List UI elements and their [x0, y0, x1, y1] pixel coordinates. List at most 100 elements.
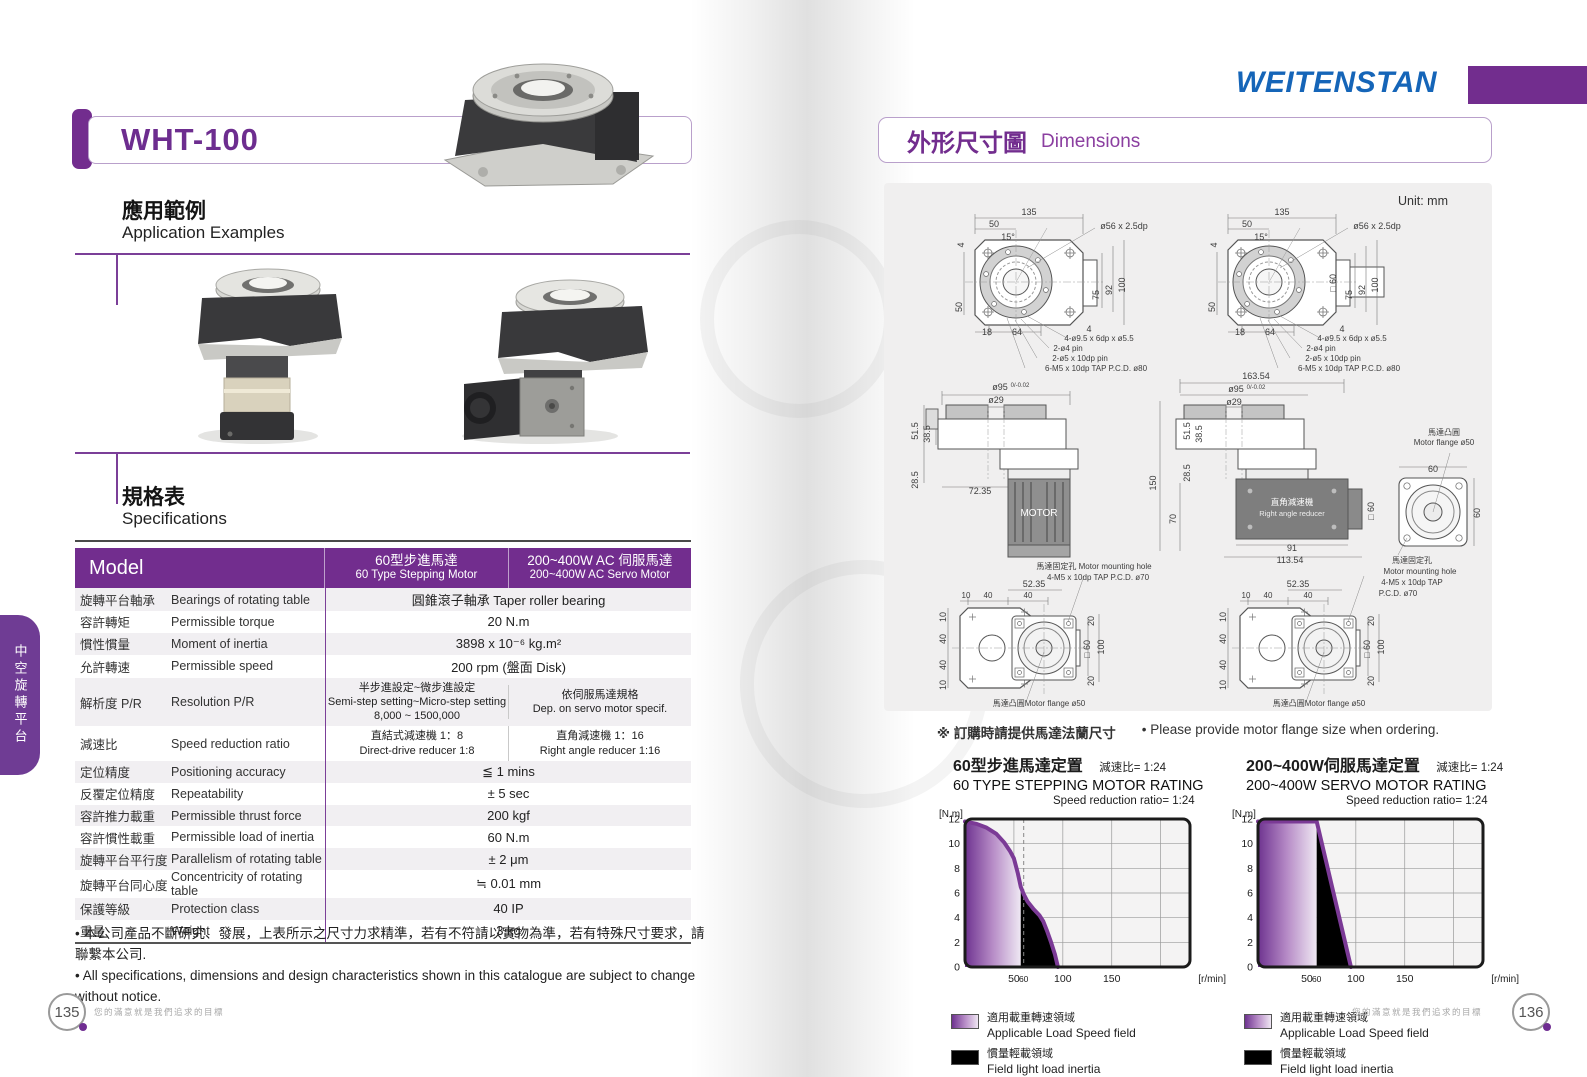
spec-value: 60 N.m — [325, 826, 691, 849]
legend-load-speed: 適用載重轉速領域 Applicable Load Speed field — [1244, 1012, 1528, 1040]
dim-label: 40 — [1218, 634, 1228, 644]
dim-label: 50 — [954, 302, 964, 312]
order-note-en: • Please provide motor flange size when … — [1141, 722, 1440, 737]
plot-border — [1256, 817, 1485, 969]
spec-value-text: 40 IP — [493, 901, 524, 917]
spec-label-zh: 容許慣性載重 — [80, 831, 156, 846]
spec-value: ± 2 μm — [325, 848, 691, 871]
dim-label: 135 — [1021, 207, 1036, 217]
model-title-accent — [72, 109, 92, 169]
dim-label: 4 — [1086, 324, 1091, 334]
dim-label: 52.35 — [1023, 579, 1046, 589]
spec-table: Model 60型步進馬達 60 Type Stepping Motor 200… — [75, 548, 691, 944]
spec-value-text: 20 N.m — [487, 614, 530, 630]
spec-label-zh: 慣性慣量 — [80, 638, 131, 653]
dim-label: 馬達固定孔 Motor mounting hole — [1036, 561, 1152, 571]
dim-label: 40 — [1024, 591, 1033, 600]
axis-label: 12 — [948, 814, 960, 826]
dim-label: ø56 x 2.5dp — [1100, 221, 1148, 231]
model-title: WHT-100 — [121, 122, 259, 157]
axis-label: 4 — [954, 912, 960, 924]
dim-label: □ 60 — [1082, 640, 1092, 658]
dim-label: 92 — [1104, 285, 1114, 295]
dim-label: 6-M5 x 10dp TAP P.C.D. ø80 — [1298, 364, 1401, 373]
dim-label: 20 — [1366, 676, 1376, 686]
dim-label: 40 — [984, 591, 993, 600]
spec-label-zh: 容許推力載重 — [80, 810, 156, 825]
spec-value: ≒ 0.01 mm — [325, 870, 691, 899]
legend-swatch-black — [951, 1050, 979, 1066]
brand-accent-block — [1468, 66, 1587, 104]
product-photo — [443, 63, 655, 187]
dim-label: 4 — [1339, 324, 1344, 334]
dim-label: MOTOR — [1020, 508, 1057, 519]
dim-label: 91 — [1287, 543, 1297, 553]
dim-label: Right angle reducer — [1259, 509, 1325, 518]
chart-ratio-en: Speed reduction ratio= 1:24 — [1053, 795, 1195, 807]
spec-value-col1: 直結式減速機 1：8 Direct-drive reducer 1:8 — [326, 726, 508, 761]
dim-label: 4-ø9.5 x 6dp x ø5.5 — [1317, 334, 1387, 343]
dim-label: □ 60 — [1328, 274, 1338, 292]
dim-label: 2-ø4 pin — [1053, 344, 1082, 353]
spec-label-en: Weight — [171, 923, 210, 938]
unit-note: Unit: mm — [1398, 194, 1448, 208]
dimensions-title-en: Dimensions — [1041, 131, 1141, 152]
divider-tick — [116, 253, 118, 305]
dim-label: ø29 — [1226, 397, 1242, 407]
legend-swatch-gradient — [1244, 1014, 1272, 1029]
axis-label: 10 — [1241, 838, 1253, 850]
stepping-motor-rating-chart: 60型步進馬達定置 減速比= 1:24 60 TYPE STEPPING MOT… — [935, 752, 1235, 1076]
dim-label: 70 — [1168, 514, 1178, 524]
spec-value: 3 kg — [325, 919, 691, 942]
dim-label: ø56 x 2.5dp — [1353, 221, 1401, 231]
dim-label: 40 — [1218, 660, 1228, 670]
dim-label: 4-ø9.5 x 6dp x ø5.5 — [1064, 334, 1134, 343]
applicable-load-area — [965, 821, 1021, 967]
divider — [75, 253, 690, 255]
spec-label-en: Permissible speed — [171, 659, 274, 674]
spec-value-text: 圓錐滾子軸承 Taper roller bearing — [411, 593, 606, 608]
spec-value-line: Right angle reducer 1:16 — [539, 744, 661, 757]
table-row: 減速比 Speed reduction ratio 直結式減速機 1：8 Direct… — [75, 726, 691, 762]
dim-label: 0/-0.02 — [1247, 385, 1266, 391]
axis-label: 4 — [1247, 912, 1253, 924]
dim-label: 10 — [1218, 612, 1228, 622]
dim-label: 60 — [1472, 508, 1482, 518]
dim-label: 10 — [1218, 680, 1228, 690]
spec-value: 直結式減速機 1：8 Direct-drive reducer 1:8 直角減速機 … — [325, 726, 691, 762]
application-photo-2 — [462, 279, 648, 444]
spec-value-line: 直角減速機 1：16 — [556, 730, 644, 743]
axis-label: 2 — [954, 937, 960, 949]
spec-value-col2: 直角減速機 1：16 Right angle reducer 1:16 — [508, 726, 691, 762]
light-load-area — [1316, 821, 1351, 967]
dim-label: 100 — [1376, 639, 1386, 654]
page-number-right: 136 — [1512, 993, 1551, 1031]
axis-label: 100 — [1054, 973, 1072, 985]
dim-label: 50 — [1242, 219, 1252, 229]
spec-value-text: ± 2 μm — [488, 851, 529, 867]
axis-label: [N.m] — [939, 809, 963, 820]
table-row: 解析度 P/R Resolution P/R 半步進設定~微步進設定 Semi-ste… — [75, 677, 691, 727]
spec-label-en: Permissible load of inertia — [171, 830, 315, 845]
dim-label: 15° — [1254, 232, 1268, 242]
dim-label: 馬達凸圓Motor flange ø50 — [993, 698, 1086, 708]
table-row: 保護等級 Protection class 40 IP — [75, 898, 691, 920]
axis-label: 0 — [1247, 962, 1253, 974]
spec-value: 半步進設定~微步進設定 Semi-step setting~Micro-step … — [325, 677, 691, 727]
chart-title-zh: 200~400W伺服馬達定置 減速比= 1:24 — [1246, 758, 1504, 775]
axis-label: 10 — [948, 838, 960, 850]
axis-label: 8 — [954, 863, 960, 875]
table-row: 容許推力載重 Permissible thrust force 200 kgf — [75, 804, 691, 827]
dim-label: 馬達凸圓Motor flange ø50 — [1273, 698, 1366, 708]
dim-label: 75 — [1091, 290, 1101, 300]
spec-heading: 規格表 Specifications — [122, 486, 227, 529]
spec-value-col2: 依伺服馬達規格 Dep. on servo motor specif. — [508, 684, 691, 720]
legend-swatch-gradient — [951, 1014, 979, 1029]
plot-border — [963, 817, 1192, 969]
dim-label: 51.5 — [910, 422, 920, 440]
axis-label: 50 — [1301, 973, 1313, 985]
spec-value-text: 200 rpm (盤面 Disk) — [451, 659, 566, 675]
drawing-top-view-rightangle — [1216, 213, 1385, 369]
chart-title-en: 200~400W SERVO MOTOR RATING — [1246, 778, 1487, 794]
